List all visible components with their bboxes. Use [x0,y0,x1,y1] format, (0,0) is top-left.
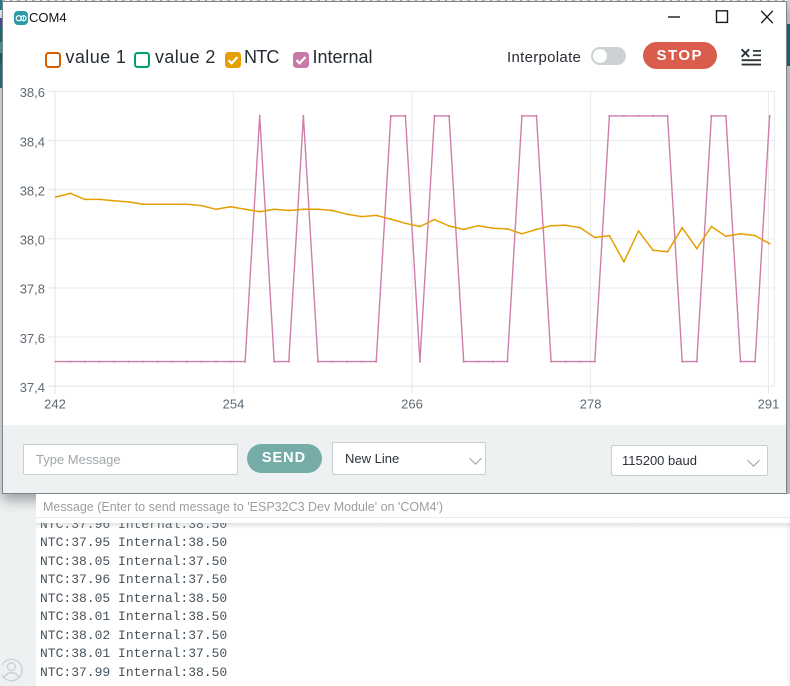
svg-text:291: 291 [758,397,780,412]
svg-text:38,2: 38,2 [20,183,45,198]
svg-text:37,6: 37,6 [20,331,45,346]
svg-text:242: 242 [44,397,66,412]
svg-text:278: 278 [580,397,602,412]
svg-text:38,0: 38,0 [20,233,45,248]
svg-text:37,8: 37,8 [20,282,45,297]
svg-text:254: 254 [223,397,245,412]
svg-text:38,4: 38,4 [20,134,45,149]
svg-text:37,4: 37,4 [20,380,45,395]
svg-text:266: 266 [401,397,423,412]
svg-text:38,6: 38,6 [20,85,45,100]
